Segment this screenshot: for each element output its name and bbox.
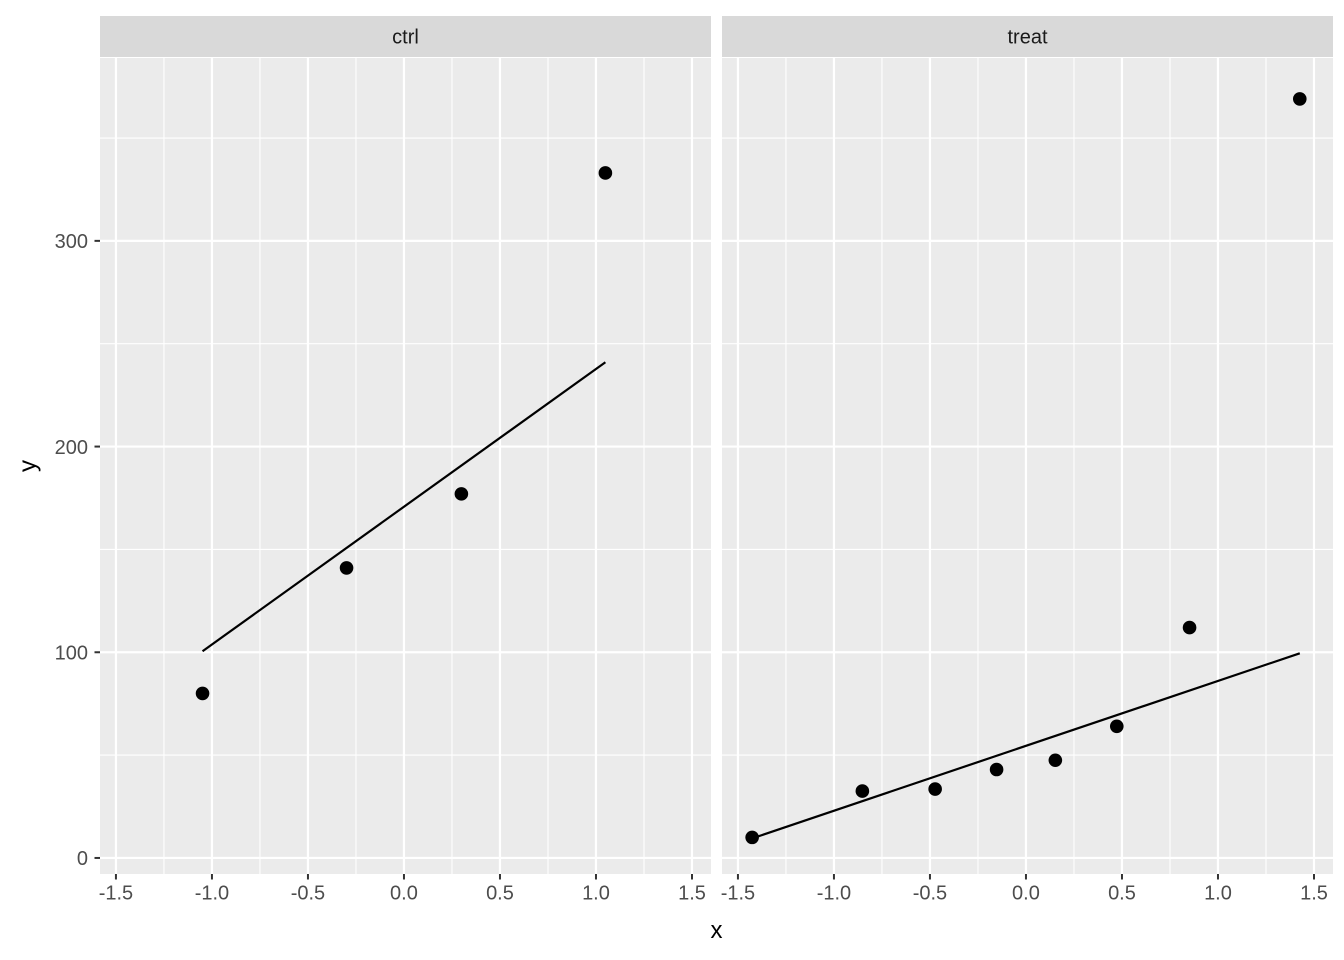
data-point [1048,753,1063,768]
data-point [598,166,613,180]
y-tick-label: 200 [55,437,88,459]
x-tick-label: -1.0 [817,883,851,905]
y-tick-label: 0 [77,848,88,870]
x-tick-label: -0.5 [291,883,325,905]
qq-line [201,361,607,653]
x-tick-label: 1.0 [1204,883,1232,905]
data-point [989,762,1004,777]
data-point [1109,719,1124,734]
facet-strip [100,16,711,57]
data-point [195,686,210,701]
y-tick-label: 100 [55,642,88,664]
x-tick-label: 1.0 [582,883,610,905]
x-tick-label: -1.5 [721,883,755,905]
panel-background [100,58,711,874]
x-tick-label: -0.5 [913,883,947,905]
data-point [339,561,354,575]
data-point [1292,92,1307,106]
chart-render-layer: ctrl -1.5 -1.0 -0.5 0.0 0.5 1.0 1.5 treat -1.5 -1.… [55,16,1333,905]
data-point [855,784,870,798]
qq-line [751,652,1301,840]
data-point [1182,620,1197,635]
x-tick-label: 1.5 [1300,883,1328,905]
data-point [928,782,942,796]
data-point [745,830,759,845]
facet-strip-label: treat [1007,27,1047,49]
x-tick-label: -1.0 [195,883,229,905]
x-tick-label: 1.5 [678,883,706,905]
y-axis-title: y [14,460,41,472]
data-point [454,487,469,501]
x-tick-label: 0.5 [486,883,514,905]
x-axis-title: x [711,917,723,944]
x-tick-label: 0.0 [390,883,418,905]
facet-strip [722,16,1333,57]
x-tick-label: 0.0 [1012,883,1040,905]
y-tick-label: 300 [55,231,88,253]
x-tick-label: -1.5 [99,883,133,905]
x-tick-label: 0.5 [1108,883,1136,905]
panel-background [722,58,1333,874]
facet-strip-label: ctrl [392,27,419,49]
